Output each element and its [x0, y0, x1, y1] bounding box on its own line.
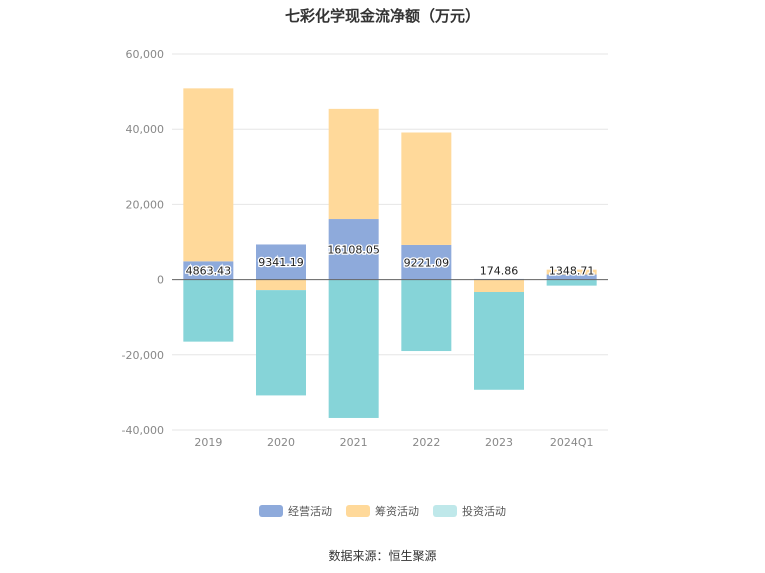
legend-label-operating: 经营活动 [288, 505, 332, 518]
x-tick-label: 2023 [485, 436, 513, 449]
y-tick-label: 60,000 [126, 48, 165, 61]
chart-title: 七彩化学现金流净额（万元） [284, 7, 480, 25]
x-tick-label: 2021 [340, 436, 368, 449]
source-note: 数据来源：恒生聚源 [328, 549, 437, 563]
x-tick-label: 2019 [194, 436, 222, 449]
legend-label-investing: 投资活动 [462, 505, 506, 518]
y-tick-label: 20,000 [126, 198, 165, 211]
legend-swatch-financing [346, 505, 370, 517]
bar-筹资活动 [256, 279, 306, 291]
x-tick-label: 2024Q1 [550, 436, 594, 449]
y-tick-label: -40,000 [122, 424, 164, 437]
data-label: 4863.43 [186, 264, 232, 277]
bar-筹资活动 [546, 269, 597, 275]
bar-投资活动 [183, 279, 234, 342]
data-label: 174.86 [480, 265, 519, 278]
chart-legend: 经营活动 筹资活动 投资活动 [0, 503, 765, 519]
bar-投资活动 [474, 292, 524, 390]
bar-筹资活动 [401, 132, 452, 245]
legend-label-financing: 筹资活动 [375, 505, 419, 518]
legend-swatch-investing [433, 505, 457, 517]
bar-投资活动 [328, 279, 379, 418]
bar-投资活动 [401, 279, 452, 352]
legend-item-investing[interactable]: 投资活动 [433, 503, 506, 519]
data-label: 9221.09 [404, 256, 450, 269]
y-tick-label: 40,000 [126, 123, 165, 136]
bar-投资活动 [546, 279, 597, 286]
legend-swatch-operating [259, 505, 283, 517]
x-tick-label: 2020 [267, 436, 295, 449]
bar-筹资活动 [328, 108, 379, 220]
data-label: 16108.05 [327, 243, 380, 256]
y-tick-label: 0 [157, 274, 164, 287]
bar-筹资活动 [183, 88, 234, 262]
bar-投资活动 [256, 290, 306, 396]
bar-经营活动 [328, 219, 379, 280]
bar-经营活动 [546, 274, 597, 280]
chart-plot: 60,000 40,000 20,000 0 -20,000 -40,000 2019 202… [122, 48, 608, 449]
x-tick-label: 2022 [412, 436, 440, 449]
y-tick-label: -20,000 [122, 349, 164, 362]
legend-item-operating[interactable]: 经营活动 [259, 503, 332, 519]
bar-经营活动 [183, 261, 234, 280]
data-label: 1348.71 [549, 265, 595, 278]
bar-经营活动 [256, 244, 306, 280]
bar-筹资活动 [474, 279, 524, 293]
bar-经营活动 [401, 244, 452, 280]
legend-item-financing[interactable]: 筹资活动 [346, 503, 419, 519]
data-label: 9341.19 [258, 256, 304, 269]
